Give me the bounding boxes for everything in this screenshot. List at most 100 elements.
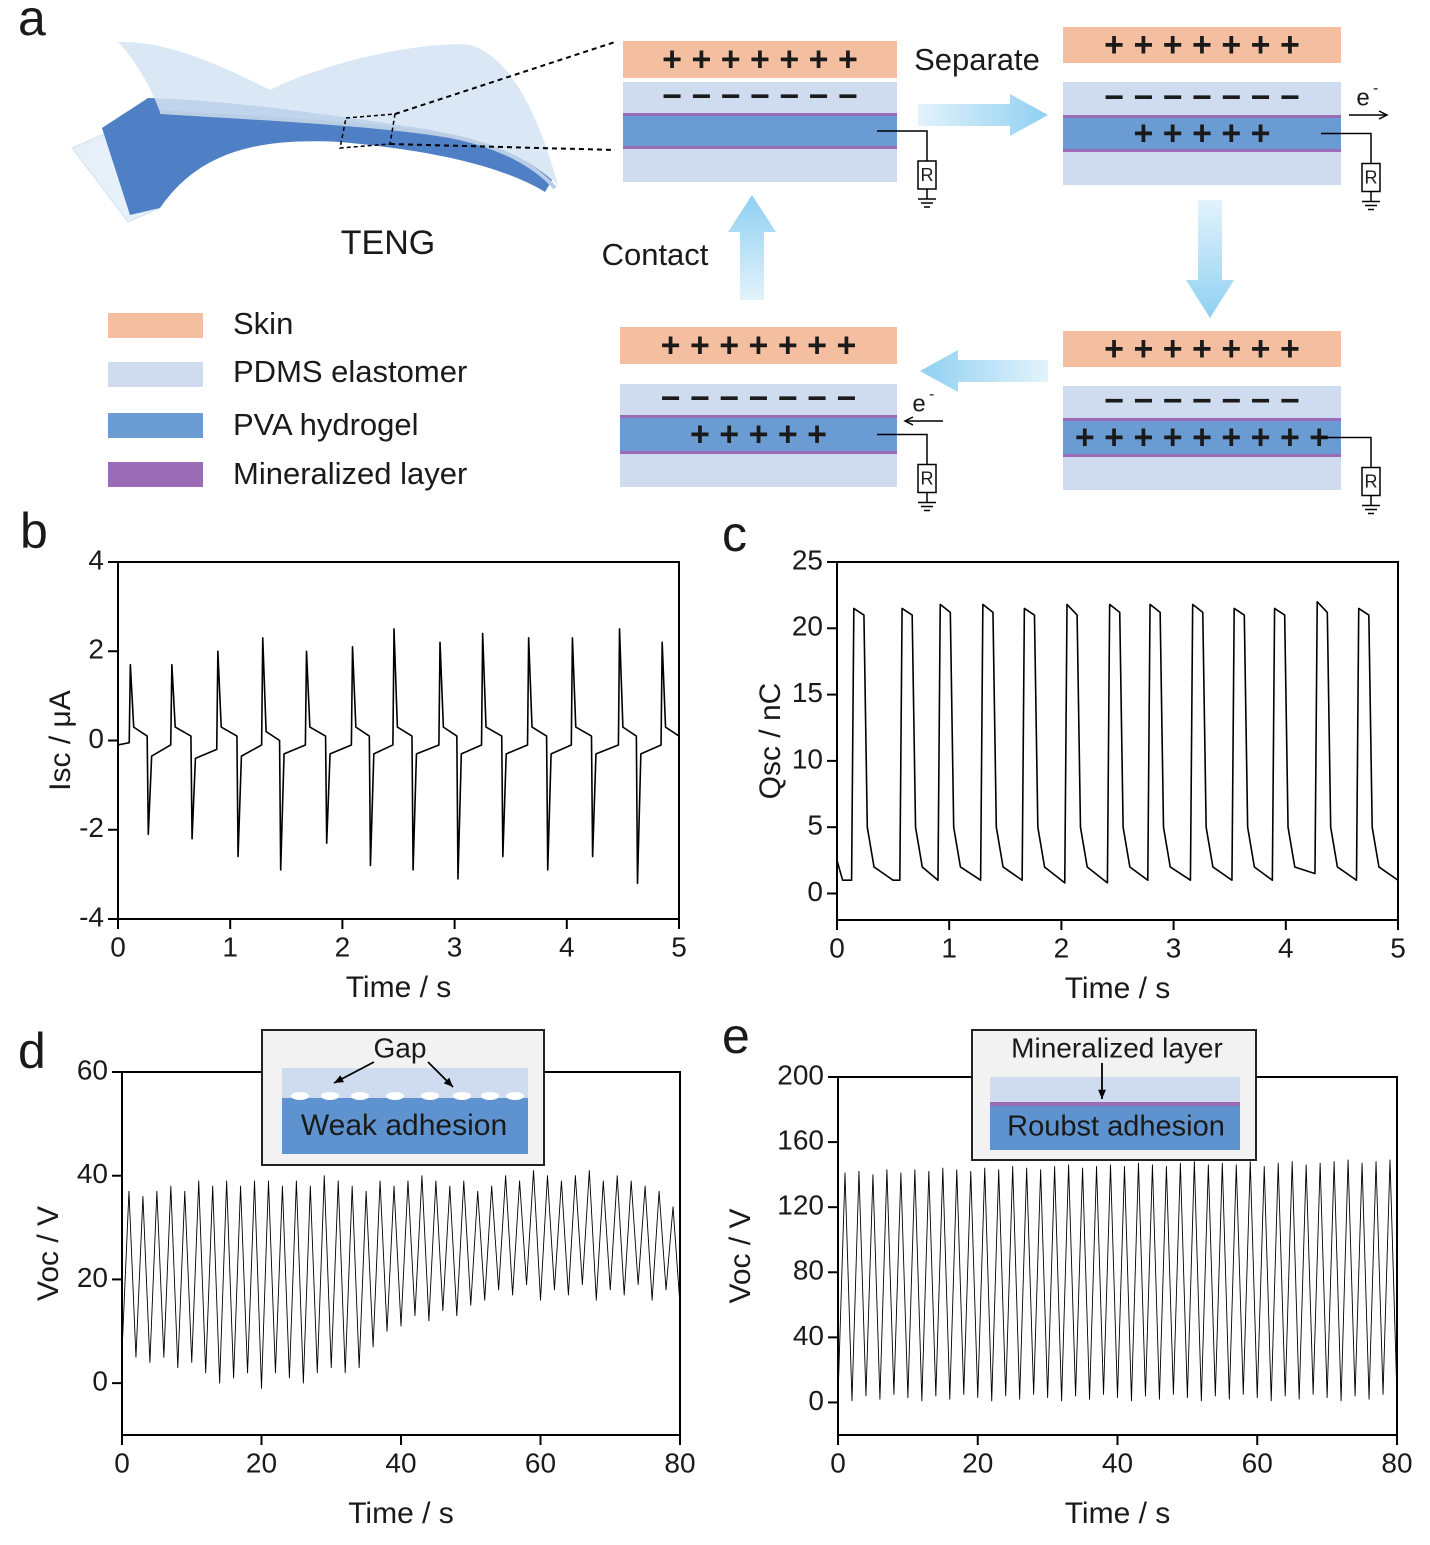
legend-swatch	[108, 413, 203, 438]
x-tick-label: 2	[1054, 932, 1070, 963]
y-tick-label: -4	[79, 901, 104, 932]
x-axis-title: Time / s	[1065, 1497, 1171, 1530]
charts: b 0 1 2 3 4 5 -4 -2 0 2 4 Time / s Isc / μA c 0 1 2 3 4 5 0 5 1…	[18, 503, 1413, 1530]
x-tick-label: 3	[1166, 932, 1182, 963]
y-tick-label: 40	[793, 1320, 824, 1351]
y-tick-label: 120	[777, 1190, 824, 1221]
resistor-label: R	[1365, 167, 1378, 187]
process-arrow	[728, 195, 776, 300]
mineral-layer	[623, 146, 897, 149]
charge-row: − − − − − − −	[1104, 382, 1300, 420]
hydrogel-layer	[1063, 418, 1341, 457]
y-axis-title: Isc / μA	[44, 690, 77, 791]
y-tick-label: 4	[88, 544, 104, 575]
x-tick-label: 60	[525, 1447, 556, 1478]
panel-label: e	[722, 1008, 750, 1064]
x-tick-label: 60	[1242, 1447, 1273, 1478]
legend-swatch	[108, 462, 203, 487]
electron-arrow	[903, 416, 914, 426]
mineral-layer	[623, 113, 897, 116]
device-states: + + + + + + + − − − − − − − R + + + + + + +…	[620, 26, 1389, 515]
x-tick-label: 80	[664, 1447, 695, 1478]
inset-gap	[386, 1092, 404, 1100]
legend-swatch	[108, 362, 203, 387]
electron-arrow	[1378, 110, 1389, 120]
device-label: TENG	[341, 224, 435, 262]
hydrogel-layer	[623, 113, 897, 149]
x-tick-label: 4	[559, 931, 575, 962]
mineral-layer	[620, 415, 897, 418]
inset-arrow	[1098, 1089, 1106, 1099]
data-line	[837, 1159, 1398, 1402]
data-line	[836, 600, 1399, 884]
electron-label: e	[1356, 84, 1369, 111]
resistor-label: R	[921, 468, 934, 488]
x-tick-label: 5	[1390, 932, 1406, 963]
x-tick-label: 2	[335, 931, 351, 962]
y-tick-label: 2	[88, 634, 104, 665]
inset-gap	[321, 1092, 339, 1100]
y-tick-label: 25	[792, 544, 823, 575]
x-tick-label: 0	[110, 931, 126, 962]
electron-label: -	[1373, 80, 1378, 97]
legend-label: PVA hydrogel	[233, 407, 419, 442]
y-tick-label: -2	[79, 812, 104, 843]
legend-label: Skin	[233, 306, 293, 341]
y-tick-label: 0	[807, 876, 823, 907]
electron-label: -	[929, 386, 934, 403]
plot-frame	[117, 561, 680, 920]
y-axis-title: Qsc / nC	[754, 683, 787, 800]
skin-layer	[1063, 27, 1341, 63]
charge-row: + + + + + + + + +	[1075, 418, 1329, 456]
y-tick-label: 80	[793, 1255, 824, 1286]
panel-label: c	[722, 506, 747, 562]
y-tick-label: 10	[792, 743, 823, 774]
mineral-layer	[1063, 115, 1341, 118]
resistor-label: R	[1365, 471, 1378, 491]
charge-row: + + + + +	[1133, 114, 1270, 152]
x-tick-label: 0	[114, 1447, 130, 1478]
panel-label: a	[18, 0, 46, 46]
process-arrow	[918, 94, 1048, 136]
x-tick-label: 80	[1381, 1447, 1412, 1478]
inset-gap	[506, 1092, 524, 1100]
y-tick-label: 40	[77, 1158, 108, 1189]
x-tick-label: 20	[246, 1447, 277, 1478]
mineral-layer	[620, 451, 897, 454]
electron-label: e	[912, 390, 925, 417]
inset-gap	[421, 1092, 439, 1100]
y-tick-label: 160	[777, 1124, 824, 1155]
y-tick-label: 15	[792, 677, 823, 708]
legend-label: PDMS elastomer	[233, 354, 467, 389]
device-illustration	[71, 41, 616, 223]
chart: c 0 1 2 3 4 5 0 5 10 15 20 25 Time / s Qsc / nC	[722, 506, 1406, 1005]
x-tick-label: 40	[385, 1447, 416, 1478]
y-axis-title: Voc / V	[724, 1208, 757, 1303]
data-line	[117, 628, 680, 885]
skin-layer	[1063, 331, 1341, 367]
charge-row: + + + + + + +	[1104, 26, 1300, 64]
inset-hydrogel	[990, 1106, 1240, 1150]
y-tick-label: 60	[77, 1054, 108, 1085]
inset-gap	[481, 1092, 499, 1100]
x-tick-label: 0	[830, 1447, 846, 1478]
wire	[877, 130, 928, 161]
schematic: a TENG Skin PDMS elastomer PVA hydrogel …	[18, 0, 1389, 515]
inset-label: Mineralized layer	[1011, 1032, 1223, 1063]
resistor-label: R	[921, 165, 934, 185]
process-arrow	[920, 350, 1048, 392]
wire	[1321, 436, 1372, 468]
charge-row: + + + + +	[690, 415, 827, 453]
wire	[877, 433, 928, 465]
plot-frame	[836, 561, 1399, 921]
step-label: Contact	[602, 237, 709, 272]
data-line	[121, 1170, 681, 1389]
process-arrow	[1186, 200, 1234, 318]
y-tick-label: 0	[88, 723, 104, 754]
mineral-layer	[1063, 418, 1341, 421]
inset-label: Gap	[374, 1032, 427, 1063]
x-axis-title: Time / s	[348, 1497, 454, 1530]
x-tick-label: 5	[671, 931, 687, 962]
x-tick-label: 0	[829, 932, 845, 963]
